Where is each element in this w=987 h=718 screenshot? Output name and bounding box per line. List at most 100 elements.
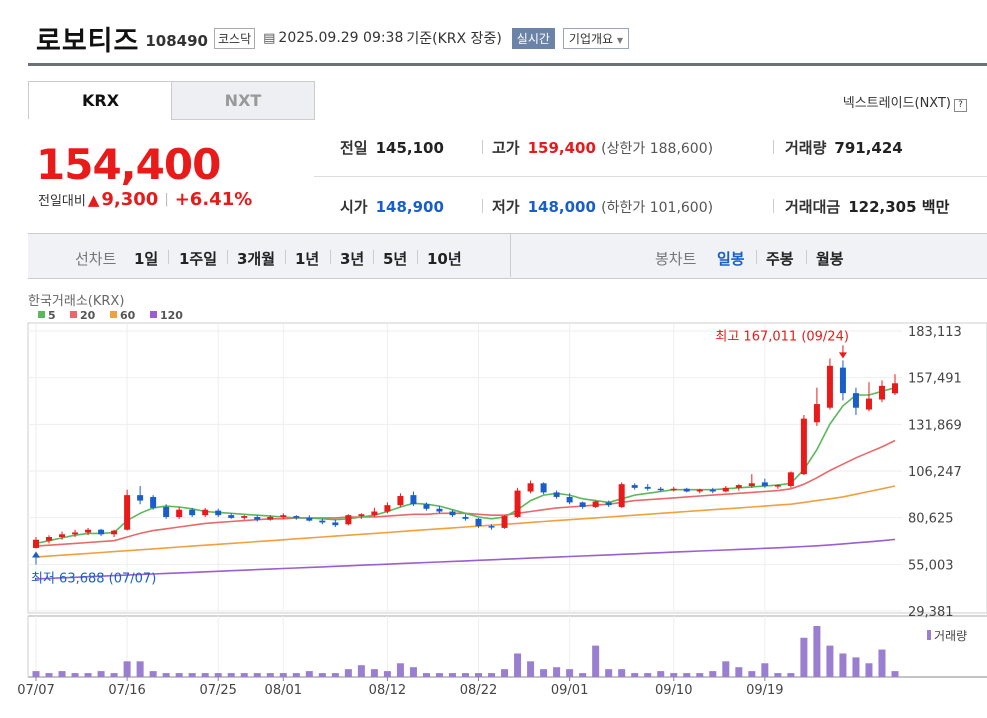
company-overview-dropdown[interactable]: 기업개요 ▼	[562, 27, 630, 49]
candle-body	[644, 486, 651, 489]
volume-bar	[149, 671, 157, 677]
legend-label: 20	[80, 309, 96, 322]
period-1w[interactable]: 1주일	[179, 250, 218, 268]
y-tick-label: 131,869	[908, 418, 962, 433]
price-change: 전일대비 ▲ 9,300 | +6.41%	[38, 189, 253, 210]
up-triangle-icon: ▲	[87, 190, 100, 209]
candle-body	[449, 511, 456, 516]
candle-daily[interactable]: 일봉	[717, 250, 745, 268]
candle-body	[618, 484, 625, 507]
candle-body	[111, 530, 118, 535]
candle-body	[228, 515, 235, 518]
volume-bar	[45, 673, 53, 677]
help-icon[interactable]: ?	[954, 99, 967, 112]
candle-body	[410, 495, 417, 505]
candle-weekly[interactable]: 주봉	[766, 250, 794, 268]
volume-bar	[331, 673, 339, 677]
candle-body	[475, 518, 482, 527]
down-arrow-icon	[838, 352, 847, 359]
stat-high: 고가 159,400 (상한가 188,600)	[492, 139, 714, 157]
period-bar	[28, 233, 987, 279]
candle-body	[332, 522, 339, 526]
candle-body	[254, 516, 261, 520]
y-tick-label: 80,625	[908, 512, 954, 527]
candle-body	[631, 485, 638, 488]
legend-label: 5	[48, 309, 56, 322]
volume-bar	[292, 673, 300, 677]
period-10y[interactable]: 10년	[427, 250, 462, 268]
price-chart[interactable]: 한국거래소(KRX) 5 20 60 120 183,113 157,491 131,86…	[0, 285, 987, 718]
candle-body	[566, 496, 573, 503]
period-5y[interactable]: 5년	[383, 250, 408, 268]
volume-bar	[110, 673, 118, 677]
tab-krx[interactable]: KRX	[28, 81, 173, 119]
company-overview-label: 기업개요	[568, 31, 614, 46]
candle-body	[553, 492, 560, 497]
stats-row-divider	[314, 176, 987, 177]
candle-body	[488, 526, 495, 528]
volume-bar	[748, 671, 756, 677]
volume-bar	[201, 673, 209, 677]
high-annotation: 최고 167,011 (09/24)	[715, 329, 849, 344]
change-percent: +6.41%	[174, 189, 253, 210]
legend-label: 60	[120, 309, 136, 322]
candle-body	[306, 517, 313, 521]
candle-body	[436, 508, 443, 512]
volume-bar	[852, 657, 860, 677]
candle-body	[423, 504, 430, 509]
period-1y[interactable]: 1년	[295, 250, 320, 268]
candle-body	[748, 483, 755, 487]
volume-bar	[566, 669, 574, 677]
volume-bar	[670, 673, 678, 677]
candle-body	[345, 515, 352, 525]
candle-body	[592, 501, 599, 507]
legend-swatch	[38, 311, 45, 318]
candle-body	[892, 383, 898, 394]
candle-body	[852, 393, 859, 408]
volume-bar	[344, 669, 352, 677]
candle-body	[176, 509, 183, 517]
candle-body	[150, 496, 157, 508]
candle-body	[774, 485, 781, 487]
candle-body	[787, 472, 794, 487]
tab-nxt[interactable]: NXT	[171, 81, 315, 120]
volume-bar	[787, 673, 795, 677]
realtime-button[interactable]: 실시간	[511, 27, 555, 49]
candle-chart-label: 봉차트	[655, 250, 697, 268]
candle-body	[189, 509, 196, 516]
volume-bar	[357, 665, 365, 677]
volume-bar	[279, 673, 287, 677]
period-1d[interactable]: 1일	[134, 250, 159, 268]
volume-bar	[631, 673, 639, 677]
chevron-down-icon: ▼	[616, 35, 624, 45]
change-label: 전일대비	[38, 194, 86, 209]
x-tick-label: 07/25	[199, 683, 236, 698]
candle-body	[514, 490, 521, 517]
candle-body	[72, 532, 79, 535]
candle-body	[501, 516, 508, 528]
x-tick-label: 08/22	[460, 683, 497, 698]
volume-bar	[800, 637, 808, 677]
candle-body	[59, 534, 66, 538]
legend-swatch	[110, 311, 117, 318]
volume-bar	[475, 673, 483, 677]
volume-bar	[84, 673, 92, 677]
volume-bar	[396, 663, 404, 677]
nextrade-link[interactable]: 넥스트레이드(NXT)?	[843, 92, 967, 112]
volume-bar	[383, 671, 391, 677]
volume-bar	[227, 673, 235, 677]
volume-bar	[618, 669, 626, 677]
y-tick-label: 106,247	[908, 465, 962, 480]
period-3m[interactable]: 3개월	[237, 250, 276, 268]
x-tick-label: 08/01	[265, 683, 302, 698]
period-3y[interactable]: 3년	[340, 250, 365, 268]
stat-open: 시가 148,900	[340, 198, 444, 216]
y-tick-label: 55,003	[908, 558, 954, 573]
stat-prev: 전일 145,100	[340, 139, 444, 157]
candle-body	[683, 488, 690, 492]
low-annotation: 최저 63,688 (07/07)	[31, 572, 156, 587]
volume-bar	[514, 653, 522, 677]
candle-monthly[interactable]: 월봉	[816, 250, 844, 268]
volume-bar	[422, 673, 430, 677]
volume-bar	[878, 649, 886, 677]
